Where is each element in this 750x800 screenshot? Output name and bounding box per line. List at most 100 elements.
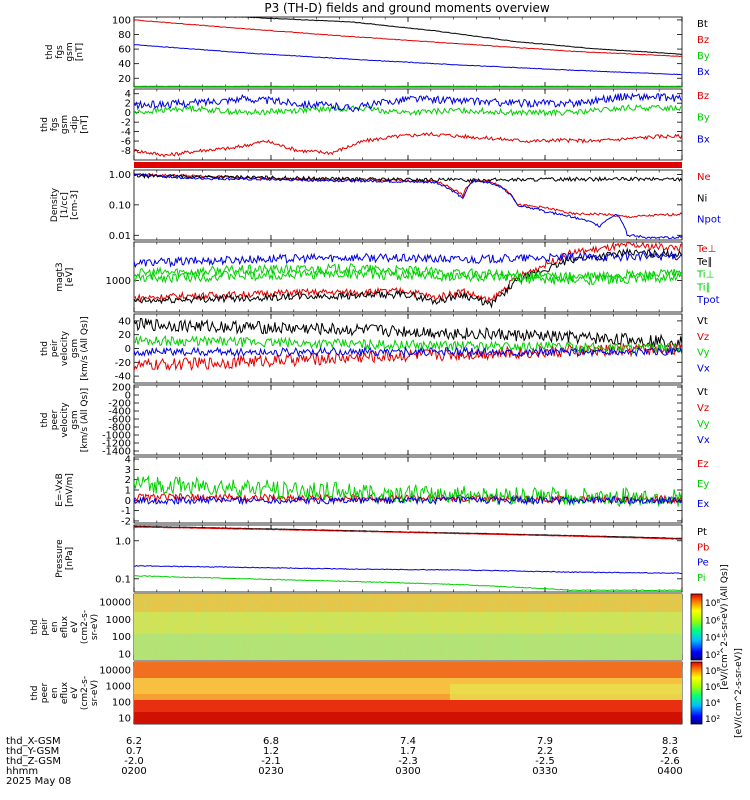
- peir_velocity-frame: [133, 313, 683, 384]
- fgs_dsl-legend-Bx: Bx: [697, 134, 710, 145]
- peir_spectrogram-ylabel-line: en: [50, 621, 60, 632]
- fgs-series-Bt: [136, 17, 682, 55]
- peer_velocity-ytick-label: -200: [108, 399, 131, 410]
- xaxis-tick-z_gsm: -2.3: [398, 756, 418, 767]
- temperature-series-Ti⊥: [134, 263, 682, 284]
- pressure-legend-Pi: Pi: [697, 573, 706, 584]
- peer_spectrogram-colorbar-tick: 10⁶: [705, 683, 720, 693]
- peir_velocity-ytick-label: 20: [118, 330, 131, 341]
- pressure-series-Pe: [134, 565, 682, 575]
- fgs_dsl-ytick-label: -4: [121, 127, 131, 138]
- peir-colorbar: [690, 593, 703, 661]
- pressure-ylabel-line: [nPa]: [65, 547, 75, 570]
- density-legend-Ne: Ne: [697, 172, 711, 183]
- date-label: 2025 May 08: [6, 776, 71, 787]
- peir_velocity-legend-Vy: Vy: [697, 348, 710, 359]
- peer_spectrogram-ylabel-line: (cm2-s-: [80, 676, 90, 710]
- peir_velocity-ylabel-line: [km/s (All Qs)]: [80, 316, 90, 380]
- peir_spectrogram-ytick-label: 10: [118, 650, 131, 661]
- peir_velocity-ytick-label: 0: [125, 344, 131, 355]
- density-ylabel-line: Density: [50, 187, 60, 222]
- efield-ytick-label: -1: [121, 506, 131, 517]
- peer_velocity-ytick-label: -1200: [102, 439, 131, 450]
- fgs-legend-By: By: [697, 51, 710, 62]
- xaxis-tick-y_gsm: 1.2: [263, 746, 279, 757]
- xaxis-row-label: thd_Y-GSM: [6, 746, 59, 757]
- peer_velocity-ylabel-line: peer: [50, 409, 60, 430]
- fgs-ytick-label: 100: [112, 15, 131, 26]
- efield-frame: [133, 456, 683, 524]
- fgs_dsl-ytick-label: -2: [121, 118, 131, 129]
- fgs_dsl-ylabel: thd fgs gsm -dip [nT]: [40, 115, 90, 134]
- peer_velocity-legend-Vx: Vx: [697, 435, 710, 446]
- xaxis-tick-y_gsm: 2.2: [537, 746, 553, 757]
- xaxis-tick-z_gsm: -2.0: [124, 756, 144, 767]
- peer_velocity-legend-Vt: Vt: [697, 387, 708, 398]
- peir_velocity-panel: thd peir velocity gsm [km/s (All Qs)] 40 20 0 -2…: [40, 313, 710, 384]
- peir_spectrogram-ytick-label: 100: [112, 632, 131, 643]
- temperature-panel: magt3 [eV] 1000 Te⊥ Te∥ Ti⊥Ti∥ Tpot: [55, 241, 720, 313]
- peer_velocity-ytick-label: -600: [108, 415, 131, 426]
- peir_velocity-series-Vx: [134, 346, 682, 358]
- peer-spectrogram-image: [134, 662, 682, 724]
- xaxis-tick-x_gsm: 8.3: [662, 736, 678, 747]
- temperature-ytick-label: 1000: [106, 276, 131, 287]
- xaxis-tick-hhmm: 0400: [657, 766, 682, 777]
- peer_velocity-panel: thd peer velocity gsm [km/s (All Qs)] 2000-20…: [40, 383, 710, 458]
- density-legend-Ni: Ni: [697, 193, 707, 204]
- peir_spectrogram-ylabel-line: (cm2-s-: [80, 610, 90, 644]
- temperature-legend-Te⊥: Te⊥: [696, 244, 716, 255]
- efield-ylabel-line: [mV/m]: [65, 473, 75, 507]
- peer_spectrogram-ytick-label: 10000: [99, 666, 131, 677]
- density-series-Ni: [134, 173, 682, 183]
- peer_velocity-ytick-label: -1400: [102, 447, 131, 458]
- peer-colorbar: [690, 661, 703, 725]
- peir_velocity-legend-Vz: Vz: [697, 332, 709, 343]
- peer_spectrogram-colorbar-tick: 10²: [705, 715, 720, 725]
- efield-ytick-label: 1: [125, 486, 131, 497]
- peir_velocity-legend-Vt: Vt: [697, 316, 708, 327]
- efield-series-Ex: [134, 494, 682, 506]
- peer_spectrogram-ylabel-line: sr-eV): [90, 680, 100, 706]
- fgs_dsl-series-Bz: [134, 131, 682, 158]
- pressure-series-Pb: [134, 526, 682, 540]
- xaxis-tick-z_gsm: -2.1: [261, 756, 281, 767]
- fgs-panel: thd fgs gsm [nT] 100 80 60 40 20 Bt Bz By Bx: [45, 15, 710, 88]
- fgs_dsl-ytick-label: 4: [125, 89, 131, 100]
- xaxis-tick-y_gsm: 1.7: [400, 746, 416, 757]
- fgs_dsl-ytick-label: 2: [125, 99, 131, 110]
- fgs-ytick-label: 60: [118, 45, 131, 56]
- fgs_dsl-ylabel-line: thd: [40, 117, 50, 132]
- peer_velocity-ylabel-line: thd: [40, 413, 50, 428]
- temperature-legend-Tpot: Tpot: [696, 295, 720, 306]
- xaxis-row-label: thd_Z-GSM: [6, 756, 61, 767]
- fgs-ytick-label: 20: [118, 74, 131, 85]
- peer_velocity-ylabel-line: [km/s (All Qs)]: [80, 388, 90, 452]
- xaxis-tick-x_gsm: 7.4: [400, 736, 416, 747]
- peer_velocity-ytick-label: 0: [125, 391, 131, 402]
- peir_velocity-ytick-label: -20: [115, 358, 131, 369]
- peer_velocity-ylabel-line: velocity: [60, 402, 70, 438]
- peer_velocity-ylabel-line: gsm: [70, 410, 80, 429]
- peir_velocity-ylabel-line: gsm: [70, 339, 80, 358]
- peer_spectrogram-ytick-label: 1000: [106, 682, 131, 693]
- pressure-panel: Pressure [nPa] 1.0 0.1 Pt Pb Pe Pi: [55, 524, 709, 593]
- fgs_dsl-ytick-label: 0: [125, 108, 131, 119]
- density-ytick-label: 0.10: [109, 200, 131, 211]
- peir_spectrogram-colorbar-tick: 10⁶: [705, 616, 720, 626]
- density-ylabel-line: [1/cc]: [60, 192, 70, 218]
- temperature-ylabel: magt3 [eV]: [55, 262, 75, 291]
- efield-ytick-label: 4: [125, 455, 131, 466]
- fgs-legend-Bz: Bz: [697, 35, 709, 46]
- efield-legend-Ex: Ex: [697, 499, 709, 510]
- peer_spectrogram-ylabel-line: eV: [70, 686, 80, 699]
- peer_velocity-ytick-label: 200: [112, 383, 131, 394]
- fgs_dsl-ytick-label: -8: [121, 146, 131, 157]
- xaxis-tick-x_gsm: 7.9: [537, 736, 553, 747]
- temperature-legend-Ti⊥: Ti⊥: [696, 270, 714, 281]
- density-series-Ne: [134, 172, 682, 219]
- peir_velocity-ytick-label: 40: [118, 316, 131, 327]
- plot-title: P3 (TH-D) fields and ground moments over…: [264, 1, 549, 15]
- peir_velocity-ylabel-line: peir: [50, 339, 60, 357]
